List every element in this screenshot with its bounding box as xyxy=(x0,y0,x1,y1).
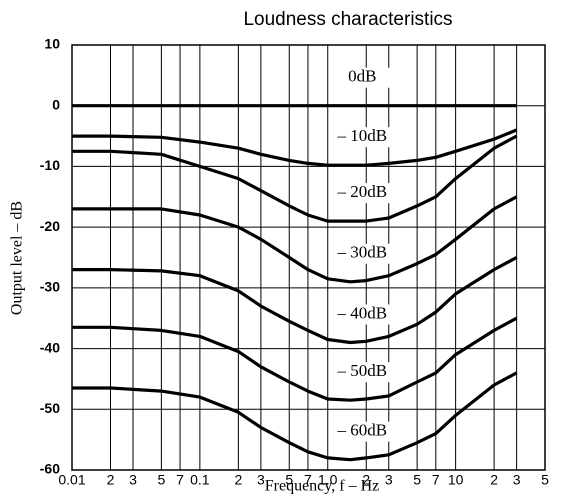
series-label: – 10dB xyxy=(336,126,387,145)
line xyxy=(72,256,518,345)
x-tick-label: 5 xyxy=(413,472,421,488)
y-tick-label: -20 xyxy=(40,218,60,234)
label-background xyxy=(332,362,395,383)
y-tick-label: -40 xyxy=(40,339,60,355)
x-tick-label: 5 xyxy=(157,472,165,488)
label-background xyxy=(332,67,395,88)
chart-title: Loudness characteristics xyxy=(243,9,452,30)
series-label: – 20dB xyxy=(336,182,387,201)
x-tick-label: 0.01 xyxy=(58,472,85,488)
series-label: – 50dB xyxy=(336,361,387,380)
line xyxy=(72,316,518,402)
x-tick-label: 5 xyxy=(541,472,549,488)
y-tick-label: -50 xyxy=(40,400,60,416)
x-tick-label: 3 xyxy=(257,472,265,488)
x-tick-label: 3 xyxy=(129,472,137,488)
x-tick-label: 2 xyxy=(490,472,498,488)
x-tick-label: 2 xyxy=(234,472,242,488)
y-tick-label: -10 xyxy=(40,157,60,173)
x-tick-label: 7 xyxy=(304,472,312,488)
label-background xyxy=(332,127,395,148)
line xyxy=(72,195,518,284)
x-tick-label: 2 xyxy=(107,472,115,488)
x-tick-label: 1.0 xyxy=(318,472,338,488)
y-tick-label: 0 xyxy=(52,96,60,112)
series-label: – 40dB xyxy=(336,303,387,322)
line xyxy=(72,371,518,462)
line xyxy=(72,134,518,223)
label-background xyxy=(332,421,395,442)
y-tick-label: -60 xyxy=(40,461,60,477)
x-tick-label: 3 xyxy=(385,472,393,488)
x-tick-label: 0.1 xyxy=(190,472,210,488)
plot-frame xyxy=(71,44,546,471)
label-background xyxy=(332,243,395,264)
label-background xyxy=(332,183,395,204)
y-axis-label: Output level – dB xyxy=(9,201,26,315)
y-tick-label: -30 xyxy=(40,279,60,295)
label-background xyxy=(332,304,395,325)
x-tick-label: 7 xyxy=(432,472,440,488)
line xyxy=(72,128,518,167)
x-tick-label: 5 xyxy=(285,472,293,488)
x-tick-label: 2 xyxy=(362,472,370,488)
x-tick-label: 3 xyxy=(513,472,521,488)
x-tick-label: 10 xyxy=(448,472,464,488)
x-axis-label: Frequency, f – Hz xyxy=(265,478,379,495)
series-label: – 30dB xyxy=(336,243,387,262)
series-label: – 60dB xyxy=(336,421,387,440)
y-tick-label: 10 xyxy=(44,36,60,52)
series-label: 0dB xyxy=(348,67,376,86)
x-tick-label: 7 xyxy=(176,472,184,488)
